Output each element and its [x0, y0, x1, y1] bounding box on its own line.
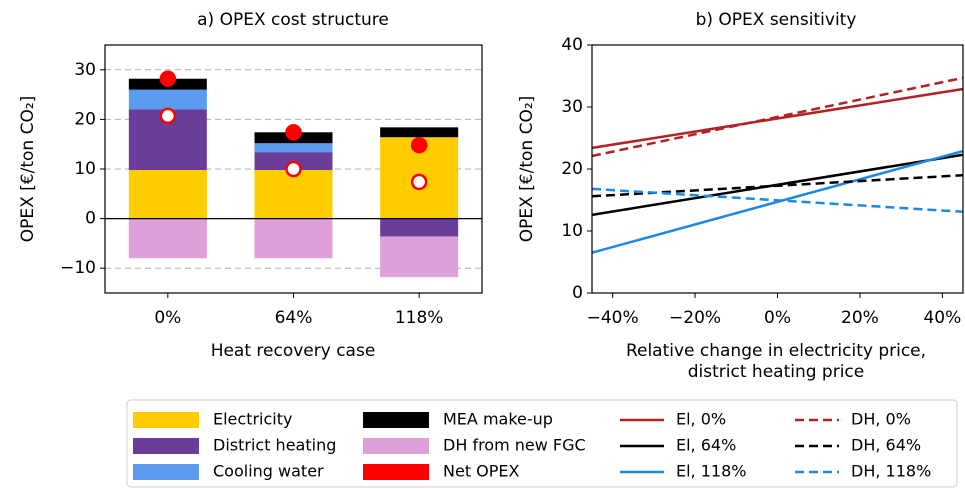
- x-axis-label: Relative change in electricity price,: [626, 341, 926, 361]
- bar: [380, 236, 459, 278]
- chart-title: a) OPEX cost structure: [197, 10, 389, 30]
- y-tick-label: 0: [572, 283, 583, 303]
- bar: [254, 143, 333, 153]
- x-tick-label: −20%: [669, 308, 721, 328]
- bar: [380, 218, 459, 237]
- x-tick-label: 40%: [923, 308, 961, 328]
- x-axis-label: district heating price: [688, 362, 864, 382]
- legend-swatch: [363, 438, 429, 454]
- x-axis-label: Heat recovery case: [211, 341, 376, 361]
- point: [410, 136, 428, 154]
- legend-label: District heating: [213, 436, 336, 455]
- y-tick-label: 10: [561, 221, 583, 241]
- legend-label: Electricity: [213, 410, 292, 429]
- x-tick-label: −40%: [587, 308, 639, 328]
- x-tick-label: 0%: [154, 308, 181, 328]
- point: [285, 160, 302, 178]
- legend-swatch: [133, 412, 199, 428]
- y-tick-label: 30: [74, 60, 96, 80]
- legend-swatch: [363, 412, 429, 428]
- y-tick-label: −10: [60, 258, 96, 278]
- point: [285, 124, 302, 141]
- bar: [254, 169, 333, 219]
- legend-label: DH, 118%: [851, 462, 931, 481]
- point: [159, 107, 177, 125]
- bar: [128, 89, 207, 110]
- legend: Electricity District heating Cooling water…: [133, 410, 931, 481]
- legend-label: DH, 0%: [851, 410, 911, 429]
- bar: [380, 127, 459, 138]
- legend-label: DH from new FGC: [443, 436, 586, 455]
- legend-label: El, 118%: [676, 462, 746, 481]
- y-axis-label: OPEX [€/ton CO₂]: [517, 96, 537, 243]
- bar: [254, 218, 333, 259]
- legend-swatch: [363, 464, 429, 480]
- legend-label: Cooling water: [213, 462, 324, 481]
- y-tick-label: 30: [561, 97, 583, 117]
- y-tick-label: 20: [561, 159, 583, 179]
- line: [591, 149, 964, 254]
- y-tick-label: 10: [74, 159, 96, 179]
- plot-frame: [104, 44, 483, 294]
- line: [591, 76, 964, 158]
- line: [591, 173, 964, 198]
- x-tick-label: 20%: [841, 308, 879, 328]
- legend-label: El, 0%: [676, 410, 726, 429]
- y-tick-label: 0: [85, 209, 96, 229]
- y-axis-label: OPEX [€/ton CO₂]: [18, 96, 38, 243]
- x-tick-label: 118%: [395, 308, 444, 328]
- legend-box: [126, 399, 958, 488]
- legend-swatch: [133, 464, 199, 480]
- plot-frame: [591, 44, 964, 294]
- x-tick-label: 0%: [764, 308, 791, 328]
- bar: [128, 169, 207, 219]
- chart-title: b) OPEX sensitivity: [696, 10, 857, 30]
- y-tick-label: 20: [74, 109, 96, 129]
- x-tick-label: 64%: [275, 308, 313, 328]
- line: [591, 187, 964, 214]
- legend-label: El, 64%: [676, 436, 736, 455]
- legend-label: Net OPEX: [443, 462, 520, 481]
- legend-swatch: [133, 438, 199, 454]
- y-tick-label: 40: [561, 35, 583, 55]
- point: [410, 173, 428, 191]
- legend-label: MEA make-up: [443, 410, 553, 429]
- point: [159, 70, 177, 87]
- line: [591, 87, 964, 150]
- legend-label: DH, 64%: [851, 436, 921, 455]
- bar: [128, 218, 207, 259]
